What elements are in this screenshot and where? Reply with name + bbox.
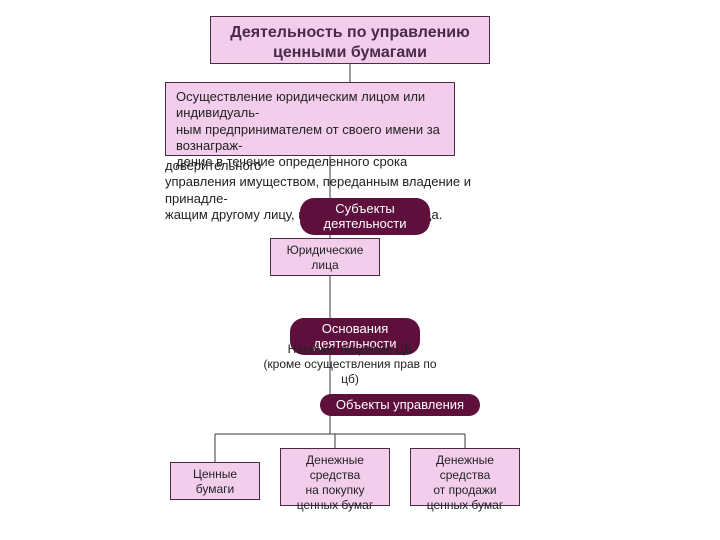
legal-entities-box: Юридические лица [270,238,380,276]
leaf-cash-purchase: Денежные средства на покупку ценных бума… [280,448,390,506]
objects-pill: Объекты управления [320,394,480,416]
title-box: Деятельность по управлению ценными бумаг… [210,16,490,64]
leaf-cash-sale: Денежные средства от продажи ценных бума… [410,448,520,506]
subjects-pill: Субъекты деятельности [300,198,430,235]
basis-text: Наличие лицензии ЦБ (кроме осуществления… [255,342,445,387]
leaf-securities: Ценные бумаги [170,462,260,500]
diagram-stage: Деятельность по управлению ценными бумаг… [0,0,720,540]
description-box: Осуществление юридическим лицом или инди… [165,82,455,156]
